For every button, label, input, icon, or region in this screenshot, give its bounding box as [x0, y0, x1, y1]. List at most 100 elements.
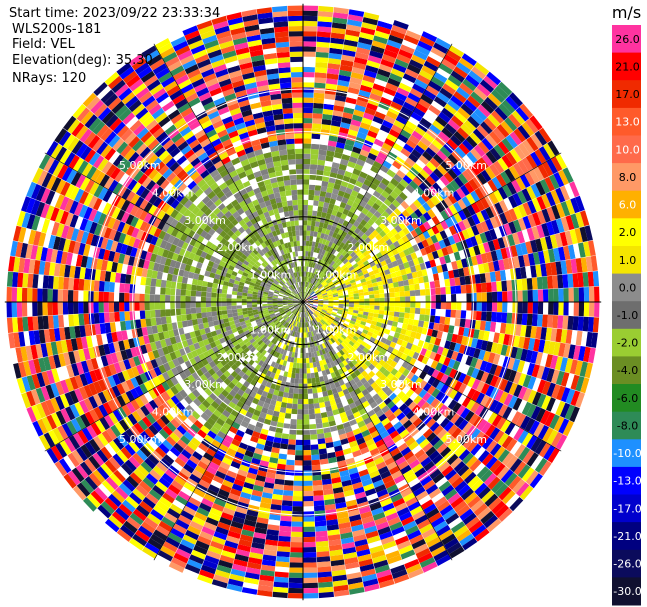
velocity-cell	[521, 313, 528, 326]
velocity-cell	[550, 399, 561, 414]
velocity-cell	[329, 42, 344, 50]
velocity-cell	[414, 307, 421, 315]
velocity-cell	[461, 196, 472, 208]
velocity-cell	[397, 204, 406, 213]
velocity-cell	[490, 443, 502, 457]
velocity-cell	[319, 278, 324, 283]
velocity-cell	[328, 317, 334, 322]
velocity-cell	[304, 292, 307, 298]
velocity-cell	[407, 349, 416, 358]
velocity-cell	[303, 296, 304, 302]
velocity-cell	[303, 118, 313, 124]
velocity-cell	[422, 151, 433, 162]
velocity-cell	[293, 485, 303, 492]
velocity-cell	[475, 369, 485, 381]
velocity-cell	[306, 266, 309, 272]
velocity-cell	[382, 160, 392, 169]
velocity-cell	[305, 347, 309, 353]
velocity-cell	[502, 291, 508, 302]
velocity-cell	[438, 111, 451, 123]
velocity-cell	[350, 281, 357, 287]
velocity-cell	[306, 305, 311, 309]
velocity-cell	[305, 287, 307, 293]
velocity-cell	[303, 148, 311, 154]
velocity-cell	[527, 200, 537, 214]
velocity-cell	[303, 567, 318, 573]
velocity-cell	[446, 262, 453, 271]
velocity-cell	[501, 435, 514, 449]
velocity-cell	[315, 180, 322, 186]
velocity-cell	[530, 183, 541, 198]
velocity-cell	[550, 156, 563, 172]
velocity-cell	[299, 373, 303, 379]
velocity-cell	[378, 15, 395, 25]
velocity-cell	[319, 287, 325, 291]
velocity-cell	[450, 134, 462, 147]
velocity-cell	[458, 372, 467, 383]
velocity-cell	[312, 306, 317, 309]
velocity-cell	[371, 333, 378, 339]
velocity-cell	[485, 150, 498, 164]
velocity-cell	[311, 138, 320, 145]
velocity-cell	[392, 160, 402, 170]
velocity-cell	[511, 279, 518, 291]
velocity-cell	[377, 206, 385, 215]
velocity-cell	[342, 258, 349, 265]
velocity-cell	[585, 331, 593, 348]
velocity-cell	[303, 444, 311, 451]
velocity-cell	[341, 264, 347, 270]
velocity-cell	[323, 303, 329, 305]
velocity-cell	[545, 327, 553, 341]
velocity-cell	[461, 170, 473, 182]
velocity-cell	[439, 339, 447, 348]
velocity-cell	[429, 157, 441, 168]
velocity-cell	[522, 215, 532, 229]
velocity-cell	[544, 412, 556, 427]
velocity-cell	[393, 311, 400, 317]
velocity-cell	[303, 133, 312, 139]
velocity-cell	[464, 319, 471, 329]
velocity-cell	[348, 82, 361, 90]
velocity-cell	[333, 327, 339, 333]
velocity-cell	[303, 587, 319, 594]
velocity-cell	[366, 102, 378, 111]
velocity-cell	[445, 79, 459, 91]
velocity-cell	[484, 230, 493, 242]
velocity-cell	[341, 197, 349, 204]
velocity-cell	[414, 368, 423, 377]
velocity-cell	[413, 277, 420, 285]
velocity-cell	[317, 21, 332, 28]
velocity-cell	[553, 416, 565, 432]
velocity-cell	[461, 396, 472, 408]
velocity-cell	[496, 417, 507, 430]
velocity-cell	[334, 216, 341, 223]
velocity-cell	[299, 368, 303, 374]
velocity-cell	[513, 128, 527, 143]
velocity-cell	[429, 243, 437, 253]
velocity-cell	[329, 47, 343, 55]
velocity-cell	[394, 224, 403, 233]
velocity-cell	[489, 216, 499, 229]
velocity-cell	[306, 235, 310, 241]
velocity-cell	[555, 400, 566, 416]
velocity-cell	[424, 245, 432, 255]
velocity-cell	[320, 279, 325, 284]
velocity-cell	[568, 287, 574, 302]
velocity-cell	[477, 104, 491, 118]
velocity-cell	[395, 138, 406, 148]
velocity-cell	[369, 92, 382, 102]
velocity-cell	[304, 266, 307, 272]
velocity-cell	[310, 291, 315, 296]
velocity-cell	[443, 237, 451, 247]
velocity-cell	[322, 274, 327, 280]
velocity-cell	[307, 251, 311, 257]
velocity-cell	[551, 204, 561, 220]
velocity-cell	[425, 302, 431, 309]
velocity-cell	[311, 241, 316, 247]
velocity-cell	[316, 164, 325, 171]
velocity-cell	[308, 302, 314, 305]
velocity-cell	[530, 151, 542, 167]
velocity-cell	[326, 289, 332, 293]
velocity-cell	[405, 97, 418, 107]
velocity-cell	[361, 117, 373, 126]
